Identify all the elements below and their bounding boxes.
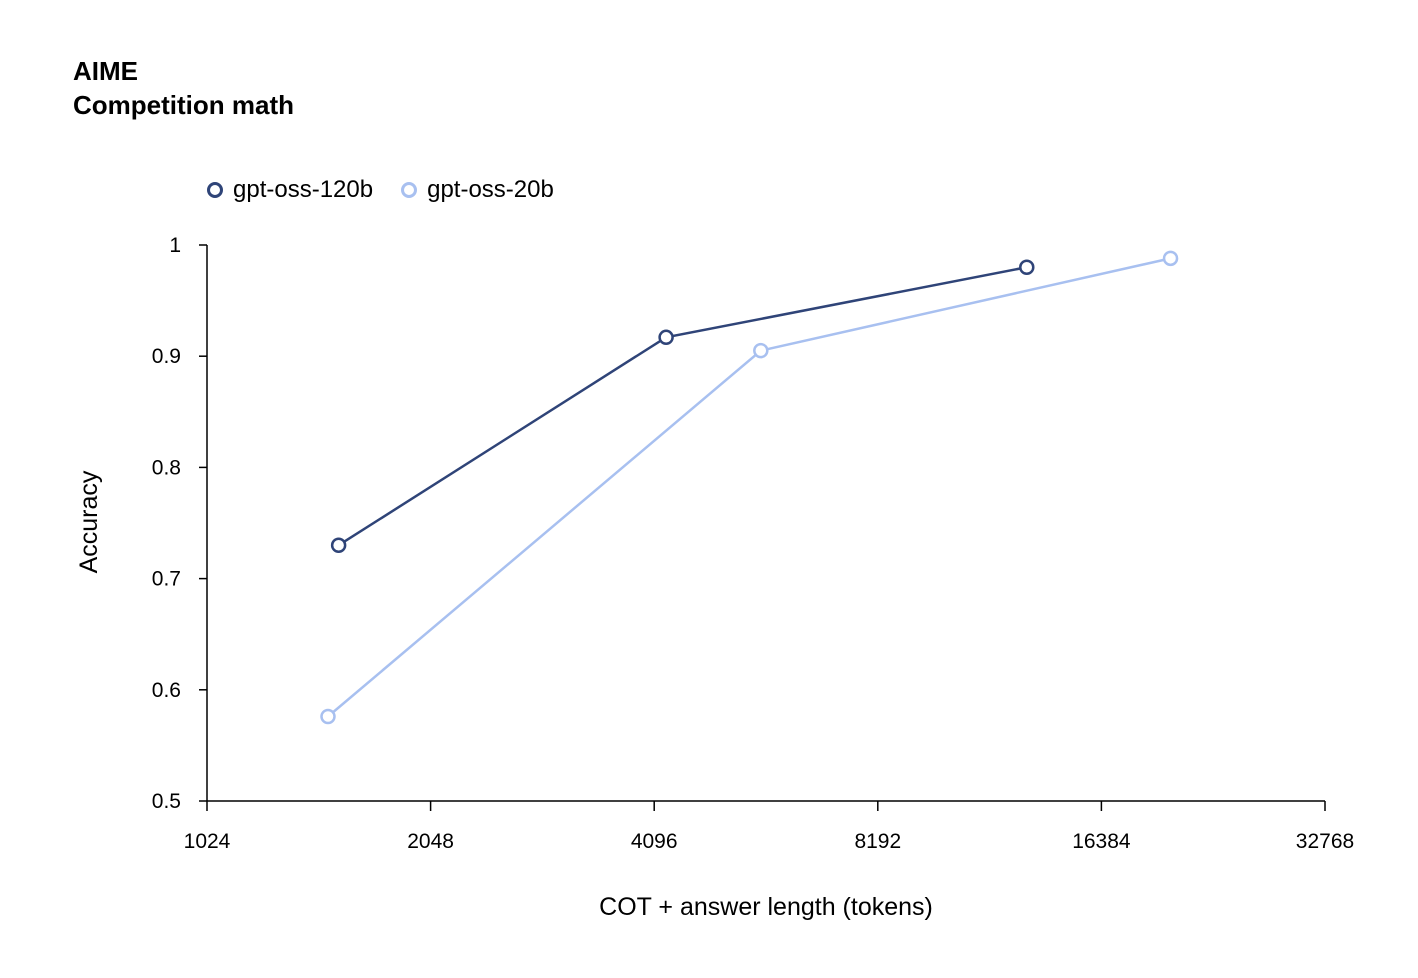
data-point: [1019, 259, 1035, 275]
legend-marker-series-1: [207, 182, 223, 198]
y-tick-label: 0.6: [152, 679, 181, 702]
x-tick-label: 16384: [1072, 830, 1131, 853]
legend-item-series-2: gpt-oss-20b: [401, 176, 554, 204]
x-tick-label: 1024: [184, 830, 231, 853]
x-tick-label: 32768: [1296, 830, 1354, 853]
series-1: [330, 259, 1035, 553]
y-tick-label: 0.8: [152, 456, 181, 479]
chart-title: AIME: [73, 56, 138, 86]
data-point: [658, 329, 674, 346]
legend-label-series-1: gpt-oss-120b: [233, 176, 374, 203]
y-axis-label: Accuracy: [75, 470, 103, 573]
x-tick-label: 2048: [407, 830, 454, 853]
x-tick-label: 8192: [854, 830, 901, 853]
data-point: [1162, 250, 1179, 267]
y-tick-label: 0.5: [152, 790, 181, 813]
chart-title-block: AIME Competition math: [73, 54, 294, 122]
legend-item-series-1: gpt-oss-120b: [207, 176, 373, 204]
x-axis-label: COT + answer length (tokens): [599, 893, 933, 921]
x-tick-label: 4096: [631, 830, 678, 853]
series-line-2: [327, 257, 1171, 718]
legend-marker-series-2: [401, 182, 418, 198]
series-layer: [320, 250, 1179, 725]
y-tick-label: 0.7: [152, 568, 181, 591]
legend-label-series-2: gpt-oss-20b: [427, 176, 554, 203]
data-point: [330, 537, 347, 553]
chart-subtitle: Competition math: [73, 90, 294, 120]
series-line-1: [337, 266, 1028, 547]
y-tick-label: 1: [169, 234, 181, 257]
series-2: [320, 250, 1179, 725]
y-tick-label: 0.9: [152, 345, 181, 368]
axes: 0.5 0.6 0.7 0.8 0.9 1 1024 2048 4096 8192 16384 327…: [152, 234, 1354, 853]
data-point: [320, 708, 336, 725]
legend: gpt-oss-120b gpt-oss-20b: [207, 176, 582, 204]
data-point: [753, 342, 769, 359]
